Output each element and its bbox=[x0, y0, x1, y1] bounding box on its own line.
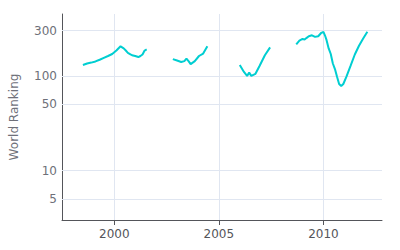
svg-text:50: 50 bbox=[42, 97, 57, 111]
svg-text:2005: 2005 bbox=[204, 227, 235, 241]
svg-text:300: 300 bbox=[34, 24, 57, 38]
svg-text:2010: 2010 bbox=[308, 227, 339, 241]
svg-text:10: 10 bbox=[42, 164, 57, 178]
svg-text:World Ranking: World Ranking bbox=[7, 74, 21, 161]
svg-text:2000: 2000 bbox=[99, 227, 130, 241]
svg-text:100: 100 bbox=[34, 69, 57, 83]
svg-text:5: 5 bbox=[49, 192, 57, 206]
